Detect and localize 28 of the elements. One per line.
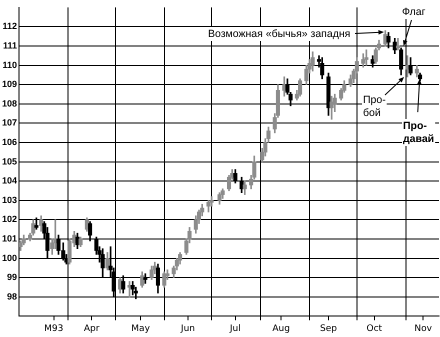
x-tick-label: May — [131, 324, 151, 334]
y-tick-label: 99 — [7, 272, 18, 282]
annotation: Про- давай — [403, 120, 434, 145]
y-tick-label: 98 — [7, 291, 18, 302]
y-tick-label: 106 — [2, 136, 18, 147]
x-tick-label: Jul — [228, 324, 241, 334]
x-tick-label: Apr — [84, 324, 100, 334]
y-tick-label: 103 — [2, 194, 18, 205]
x-tick-label: Jun — [180, 324, 195, 334]
y-tick-label: 109 — [2, 79, 18, 90]
y-tick-label: 104 — [2, 176, 18, 186]
y-tick-label: 105 — [2, 156, 18, 166]
y-tick-label: 107 — [2, 118, 18, 128]
y-tick-label: 102 — [2, 214, 18, 224]
y-tick-label: 108 — [2, 98, 18, 108]
y-tick-label: 111 — [2, 40, 18, 50]
x-tick-label: M93 — [44, 324, 64, 334]
y-tick-label: 100 — [2, 252, 18, 263]
annotation: Возможная «бычья» западня — [208, 28, 350, 40]
annotation: Про- бой — [363, 94, 386, 119]
annotation: Флаг — [402, 6, 426, 18]
y-tick-label: 112 — [2, 21, 18, 32]
x-tick-label: Oct — [366, 324, 383, 334]
y-tick-label: 110 — [2, 60, 18, 70]
x-tick-label: Nov — [414, 324, 433, 334]
y-tick-label: 101 — [2, 233, 18, 244]
x-tick-label: Aug — [272, 324, 290, 334]
x-tick-label: Sep — [320, 324, 338, 334]
